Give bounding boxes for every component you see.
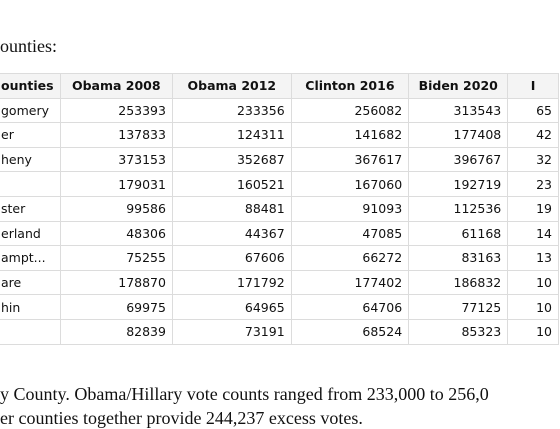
vote-cell: 186832 [408,269,509,296]
vote-cell: 83163 [408,245,509,271]
column-header: Clinton 2016 [290,73,410,99]
vote-cell: 67606 [171,245,292,271]
column-header: Biden 2020 [408,73,509,99]
header-row: ounties Obama 2008 Obama 2012 Clinton 2016 B… [0,73,559,99]
vote-cell: 396767 [408,146,509,173]
vote-cell: 66272 [290,245,410,271]
vote-cell: 47085 [290,220,410,247]
caption-line: er counties together provide 244,237 exc… [0,408,363,428]
vote-cell: 13 [507,245,559,271]
data-table: ounties Obama 2008 Obama 2012 Clinton 2016 B… [0,73,559,345]
vote-cell: 73191 [171,318,292,345]
vote-cell: 23 [507,171,559,197]
vote-cell: 367617 [290,146,410,173]
vote-cell: 171792 [171,269,292,296]
vote-cell: 373153 [59,146,173,173]
vote-cell: 14 [507,220,559,247]
vote-cell: 10 [507,294,559,320]
intro-text: ounties: [0,36,57,56]
vote-cell: 10 [507,318,559,345]
county-cell: erland [0,220,61,247]
table-row: hin 69975 64965 64706 77125 10 [0,294,559,320]
column-header: ounties [0,73,61,99]
vote-cell: 178870 [59,269,173,296]
vote-cell: 160521 [171,171,292,197]
vote-cell: 141682 [290,122,410,148]
vote-cell: 253393 [59,97,173,124]
county-cell: heny [0,146,61,173]
vote-cell: 88481 [171,195,292,222]
vote-cell: 192719 [408,171,509,197]
table-row: ster 99586 88481 91093 112536 19 [0,195,559,222]
vote-cell: 112536 [408,195,509,222]
table-row: heny 373153 352687 367617 396767 32 [0,146,559,173]
vote-cell: 137833 [59,122,173,148]
vote-cell: 91093 [290,195,410,222]
vote-cell: 75255 [59,245,173,271]
county-cell [0,171,61,197]
county-cell: ampt... [0,245,61,271]
column-header: Obama 2012 [171,73,292,99]
vote-cell: 177408 [408,122,509,148]
caption-line: y County. Obama/Hillary vote counts rang… [0,384,489,404]
county-cell: hin [0,294,61,320]
county-cell: er [0,122,61,148]
vote-cell: 65 [507,97,559,124]
vote-cell: 64706 [290,294,410,320]
county-cell: are [0,269,61,296]
vote-cell: 69975 [59,294,173,320]
table-row: are 178870 171792 177402 186832 10 [0,269,559,296]
vote-cell: 85323 [408,318,509,345]
column-header: I [507,73,559,99]
vote-cell: 167060 [290,171,410,197]
table-row: gomery 253393 233356 256082 313543 65 [0,97,559,124]
county-cell [0,318,61,345]
vote-cell: 42 [507,122,559,148]
vote-cell: 179031 [59,171,173,197]
vote-cell: 44367 [171,220,292,247]
vote-cell: 177402 [290,269,410,296]
table-row: 179031 160521 167060 192719 23 [0,171,559,197]
vote-cell: 19 [507,195,559,222]
vote-cell: 124311 [171,122,292,148]
table-row: erland 48306 44367 47085 61168 14 [0,220,559,247]
vote-cell: 61168 [408,220,509,247]
table-body: gomery 253393 233356 256082 313543 65 er 137833… [0,97,559,345]
vote-cell: 68524 [290,318,410,345]
vote-cell: 77125 [408,294,509,320]
table-row: 82839 73191 68524 85323 10 [0,318,559,345]
vote-cell: 256082 [290,97,410,124]
page: ounties: ounties Obama 2008 Obama 2012 Clin… [0,36,559,428]
vote-cell: 48306 [59,220,173,247]
vote-cell: 32 [507,146,559,173]
vote-cell: 352687 [171,146,292,173]
table-row: er 137833 124311 141682 177408 42 [0,122,559,148]
county-cell: ster [0,195,61,222]
column-header: Obama 2008 [59,73,173,99]
county-cell: gomery [0,97,61,124]
vote-cell: 10 [507,269,559,296]
vote-cell: 233356 [171,97,292,124]
vote-cell: 64965 [171,294,292,320]
table-row: ampt... 75255 67606 66272 83163 13 [0,245,559,271]
vote-cell: 82839 [59,318,173,345]
vote-cell: 313543 [408,97,509,124]
vote-cell: 99586 [59,195,173,222]
